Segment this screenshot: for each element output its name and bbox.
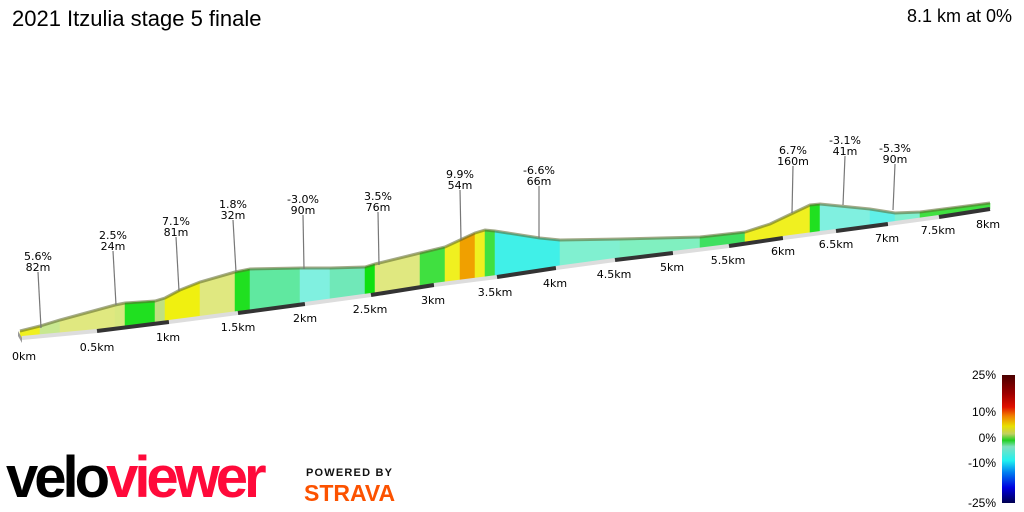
- legend-label: 10%: [971, 405, 996, 419]
- annotation-length: 54m: [448, 179, 473, 192]
- annotation-leader-line: [302, 214, 305, 270]
- annotation-length: 32m: [221, 209, 246, 222]
- annotation-length: 90m: [883, 153, 908, 166]
- legend-label: -10%: [967, 456, 996, 470]
- profile-segment: [809, 203, 821, 235]
- legend-label: -25%: [967, 496, 996, 510]
- km-ruler-segment: [21, 329, 98, 340]
- profile-segment: [234, 268, 251, 314]
- profile-segment: [484, 229, 496, 279]
- annotation-leader-line: [791, 165, 794, 214]
- annotation-leader-line: [892, 163, 896, 211]
- annotation-leader-line: [459, 189, 462, 241]
- km-label: 5.5km: [711, 254, 746, 267]
- km-label: 1km: [156, 331, 180, 344]
- annotation-length: 81m: [164, 226, 189, 239]
- km-label: 2.5km: [353, 303, 388, 316]
- annotation-leader-line: [232, 219, 237, 273]
- legend-label: 0%: [978, 431, 996, 445]
- km-label: 8km: [976, 218, 1000, 231]
- annotation-leader-line: [112, 250, 117, 306]
- km-label: 0km: [12, 350, 36, 363]
- km-label: 4.5km: [597, 268, 632, 281]
- profile-segment: [539, 237, 561, 271]
- annotation-grade: -3.0%: [287, 193, 319, 206]
- km-ruler-segment: [496, 266, 557, 279]
- route-summary: 8.1 km at 0%: [906, 6, 1012, 26]
- profile-start-cap: [18, 331, 22, 343]
- profile-top-edge: [19, 201, 991, 333]
- km-ruler-segment: [433, 275, 498, 287]
- gradient-legend-bar: [1002, 375, 1015, 503]
- annotation-grade: 5.6%: [24, 250, 52, 263]
- annotation-length: 41m: [833, 145, 858, 158]
- km-label: 7km: [875, 232, 899, 245]
- annotation-leader-line: [175, 236, 180, 292]
- annotation-grade: -6.6%: [523, 164, 555, 177]
- annotation-length: 66m: [527, 175, 552, 188]
- km-label: 2km: [293, 312, 317, 325]
- legend-label: 25%: [971, 368, 996, 382]
- km-ruler-segment: [237, 302, 306, 315]
- annotation-leader-line: [377, 211, 380, 266]
- km-ruler-segment: [938, 207, 991, 219]
- annotation-grade: 3.5%: [364, 190, 392, 203]
- annotation-grade: 9.9%: [446, 168, 474, 181]
- annotation-grade: -3.1%: [829, 134, 861, 147]
- annotation-grade: 1.8%: [219, 198, 247, 211]
- km-label: 6.5km: [819, 238, 854, 251]
- km-ruler-segment: [370, 283, 435, 297]
- annotation-length: 76m: [366, 201, 391, 214]
- km-ruler-segment: [168, 311, 239, 324]
- profile-segment: [364, 263, 376, 297]
- km-ruler-segment: [835, 222, 889, 233]
- annotation-grade: -5.3%: [879, 142, 911, 155]
- annotation-grade: 7.1%: [162, 215, 190, 228]
- km-ruler-segment: [614, 251, 674, 262]
- km-ruler-segment: [728, 236, 784, 248]
- km-label: 3.5km: [478, 286, 513, 299]
- veloviewer-logo: veloviewer: [6, 445, 267, 510]
- annotation-length: 90m: [291, 204, 316, 217]
- km-label: 1.5km: [221, 321, 256, 334]
- annotation-length: 160m: [777, 155, 809, 168]
- km-label: 3km: [421, 294, 445, 307]
- profile-segment: [474, 229, 486, 281]
- km-ruler-segment: [782, 229, 837, 240]
- km-ruler-segment: [672, 244, 730, 255]
- km-label: 5km: [660, 261, 684, 274]
- km-label: 0.5km: [80, 341, 115, 354]
- annotation-length: 82m: [26, 261, 51, 274]
- annotation-leader-line: [37, 271, 42, 329]
- annotation-grade: 2.5%: [99, 229, 127, 242]
- page-title: 2021 Itzulia stage 5 finale: [12, 6, 262, 31]
- annotation-grade: 6.7%: [779, 144, 807, 157]
- profile-segment: [199, 271, 236, 319]
- profile-segment: [299, 267, 331, 305]
- annotation-length: 24m: [101, 240, 126, 253]
- km-label: 7.5km: [921, 224, 956, 237]
- km-label: 4km: [543, 277, 567, 290]
- km-ruler-segment: [887, 215, 940, 226]
- km-ruler-segment: [96, 320, 170, 333]
- km-label: 6km: [771, 245, 795, 258]
- powered-by-label: POWERED BY: [306, 467, 394, 479]
- strava-logo: STRAVA: [304, 480, 396, 506]
- annotation-leader-line: [842, 155, 846, 206]
- km-ruler-segment: [555, 258, 616, 270]
- profile-segment: [114, 302, 126, 330]
- km-ruler-segment: [304, 293, 372, 306]
